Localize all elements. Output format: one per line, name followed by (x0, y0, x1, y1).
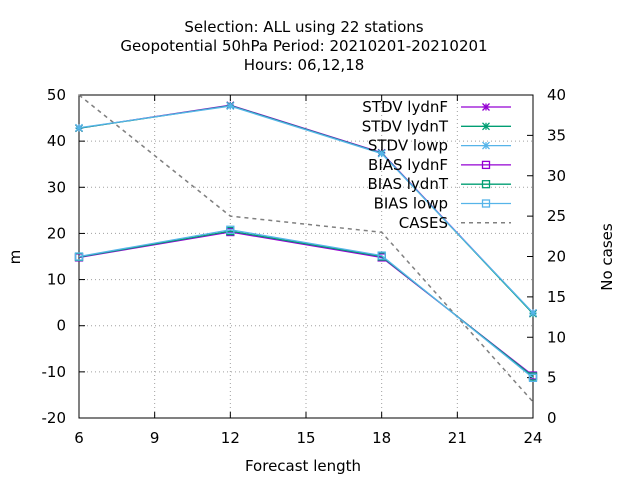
data-point-star (482, 122, 490, 131)
legend-label: BIAS lydnF (368, 156, 448, 174)
legend-entry: CASES (399, 214, 511, 232)
data-point-star (226, 102, 235, 111)
y-tick-label: -10 (42, 363, 67, 381)
legend-entry: BIAS lowp (374, 195, 511, 213)
y-axis-label: m (6, 250, 24, 265)
data-point-square (377, 251, 386, 260)
title-line-1: Selection: ALL using 22 stations (184, 18, 423, 36)
y-tick-label: 0 (56, 317, 66, 335)
legend-entry: BIAS lydnF (368, 156, 511, 174)
data-point-star (75, 123, 83, 132)
series-line (78, 229, 534, 379)
data-point-square (481, 180, 491, 189)
x-tick-label: 9 (150, 429, 160, 447)
data-point-square (74, 252, 84, 261)
legend-label: STDV lydnT (362, 117, 449, 135)
series-line (78, 104, 534, 314)
series-stdv-lydnt (75, 101, 537, 318)
x-tick-label: 21 (448, 429, 467, 447)
series-bias-lowp (74, 225, 538, 383)
axis-ticks: 6 9 12 15 18 21 24 -20 -10 0 10 20 30 40 50 0 5 10 15 20 25 3… (42, 86, 567, 447)
y2-tick-label: 40 (547, 86, 566, 104)
legend-label: BIAS lowp (374, 195, 448, 213)
title-line-2: Geopotential 50hPa Period: 20210201-2021… (120, 37, 487, 55)
data-point-star (482, 141, 490, 150)
y-tick-label: 40 (47, 132, 66, 150)
legend-label: BIAS lydnT (367, 175, 448, 193)
legend-entry: STDV lydnT (362, 117, 511, 135)
y-tick-label: 10 (47, 271, 66, 289)
legend-label: CASES (399, 214, 448, 232)
y2-tick-label: 5 (547, 369, 557, 387)
data-point-square (481, 199, 491, 208)
series-layer (74, 94, 538, 403)
x-tick-label: 15 (296, 429, 315, 447)
title-line-3: Hours: 06,12,18 (244, 56, 365, 74)
series-line (78, 104, 534, 315)
data-point-square (481, 160, 491, 170)
x-axis-label: Forecast length (245, 457, 361, 475)
x-tick-label: 18 (372, 429, 391, 447)
y2-tick-label: 10 (547, 328, 566, 346)
y2-tick-label: 25 (547, 207, 566, 225)
x-tick-label: 12 (221, 429, 240, 447)
legend-entry: STDV lowp (368, 137, 511, 155)
series-line (78, 105, 534, 314)
grid-lines (79, 95, 533, 418)
legend-label: STDV lydnF (362, 98, 448, 116)
data-point-star (529, 308, 537, 317)
data-point-square (226, 225, 235, 234)
series-stdv-lowp (75, 102, 537, 317)
y2-tick-label: 0 (547, 409, 557, 427)
series-stdv-lydnf (75, 101, 537, 318)
chart-title: Selection: ALL using 22 stations Geopote… (120, 18, 487, 74)
y2-tick-label: 20 (547, 248, 566, 266)
x-tick-label: 6 (74, 429, 84, 447)
legend-entry: STDV lydnF (362, 98, 511, 116)
data-point-square (528, 373, 538, 383)
y2-tick-label: 35 (547, 126, 566, 144)
data-point-star (482, 103, 490, 111)
y2-tick-label: 30 (547, 167, 566, 185)
y2-axis-label: No cases (598, 223, 616, 291)
legend-label: STDV lowp (368, 137, 448, 155)
data-point-star (377, 149, 386, 158)
y-tick-label: 20 (47, 224, 66, 242)
y-tick-label: 50 (47, 86, 66, 104)
legend-entry: BIAS lydnT (367, 175, 511, 193)
y-tick-label: 30 (47, 178, 66, 196)
x-tick-label: 24 (523, 429, 542, 447)
y2-tick-label: 15 (547, 288, 566, 306)
y-tick-label: -20 (42, 409, 67, 427)
